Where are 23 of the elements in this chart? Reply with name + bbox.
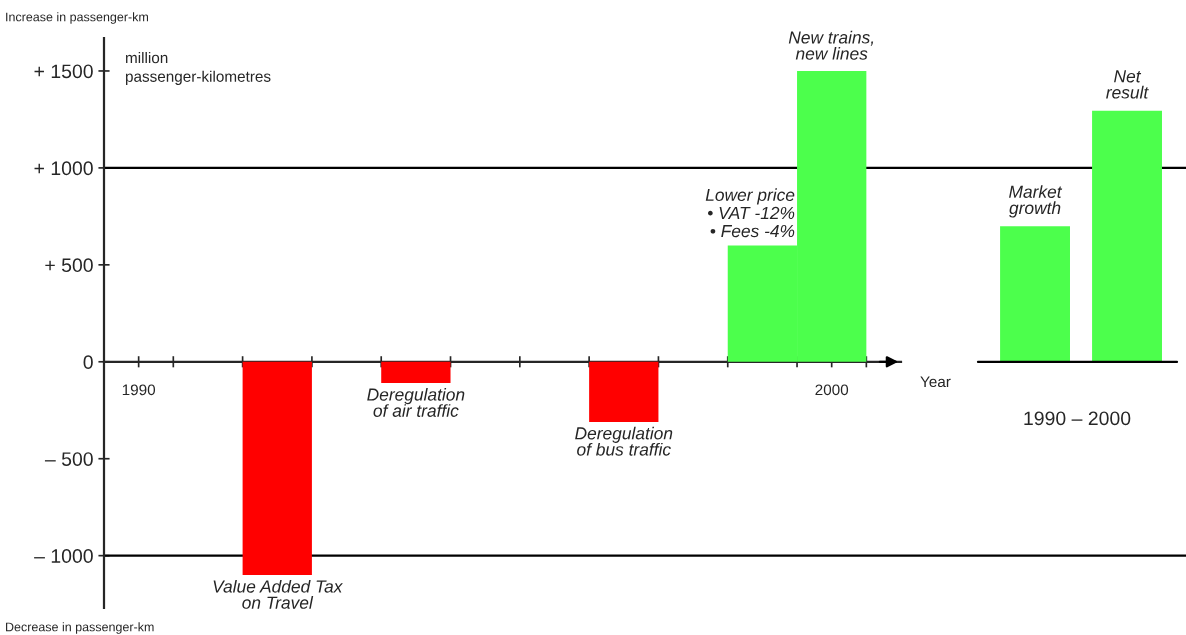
annotation: Lower price • VAT -12% • Fees -4%: [705, 188, 795, 238]
bar: [242, 361, 312, 576]
annotation: Value Added Tax on Travel: [213, 579, 343, 609]
y-tick-label: – 500: [44, 452, 93, 466]
y-tick-label: – 1000: [34, 549, 93, 563]
x-tick-label: 1990: [122, 384, 156, 396]
annotation: Market growth: [1009, 185, 1063, 218]
annotation: Deregulation of air traffic: [367, 387, 465, 417]
text: Increase in passenger-km: [6, 12, 148, 24]
x-axis-title: 1990 – 2000: [1024, 411, 1131, 426]
x-axis-title: Year: [920, 376, 951, 388]
y-tick-label: + 500: [45, 258, 93, 273]
y-tick-label: + 1000: [34, 161, 93, 176]
y-tick-label: + 1500: [34, 64, 93, 79]
annotation: New trains, new lines: [788, 30, 874, 60]
y-tick-label: 0: [83, 355, 93, 370]
annotation: Deregulation of bus traffic: [575, 426, 673, 456]
text: Decrease in passenger-km: [6, 622, 154, 634]
y-axis-title: million passenger-kilometres: [125, 52, 271, 85]
bar: [589, 361, 659, 422]
x-tick-label: 2000: [815, 384, 849, 396]
bar: [381, 361, 451, 384]
text: Net result: [1106, 70, 1149, 99]
